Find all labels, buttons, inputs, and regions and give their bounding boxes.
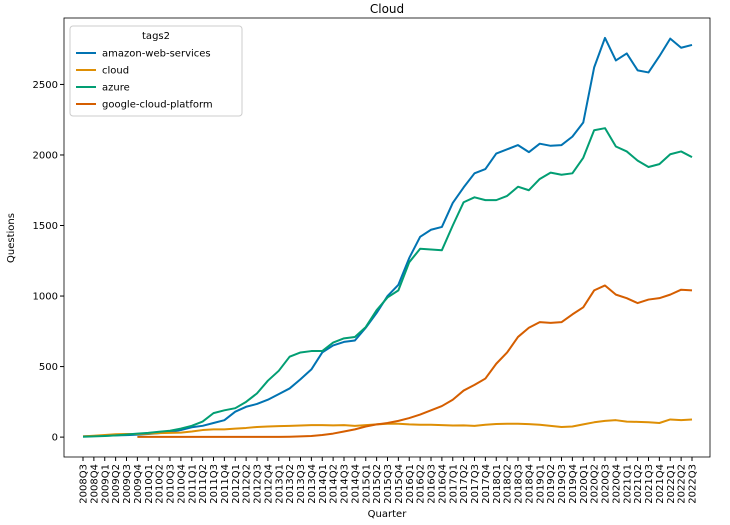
x-tick-label: 2012Q4	[263, 464, 274, 504]
y-tick-label: 500	[39, 362, 58, 373]
x-tick-label: 2017Q2	[459, 464, 470, 504]
x-tick-label: 2016Q1	[405, 464, 416, 504]
x-tick-label: 2017Q1	[448, 464, 459, 504]
x-tick-label: 2013Q1	[274, 464, 285, 504]
x-tick-label: 2016Q3	[427, 464, 438, 504]
x-tick-label: 2009Q1	[100, 464, 111, 504]
x-tick-label: 2020Q2	[590, 464, 601, 504]
x-tick-label: 2016Q2	[416, 464, 427, 504]
x-tick-label: 2017Q4	[481, 464, 492, 504]
x-tick-label: 2010Q4	[176, 464, 187, 504]
x-tick-label: 2021Q3	[644, 464, 655, 504]
y-tick-label: 0	[52, 433, 58, 444]
x-tick-label: 2009Q4	[133, 464, 144, 504]
x-tick-label: 2019Q4	[568, 464, 579, 504]
x-tick-label: 2015Q1	[361, 464, 372, 504]
x-tick-label: 2014Q3	[340, 464, 351, 504]
legend-title: tags2	[142, 31, 170, 42]
x-tick-label: 2011Q4	[220, 464, 231, 504]
x-tick-label: 2021Q1	[622, 464, 633, 504]
x-tick-label: 2020Q1	[579, 464, 590, 504]
x-tick-label: 2008Q3	[79, 464, 90, 504]
legend-label: cloud	[102, 66, 129, 77]
x-tick-label: 2015Q4	[394, 464, 405, 504]
x-tick-label: 2013Q4	[307, 464, 318, 504]
x-tick-label: 2019Q2	[546, 464, 557, 504]
x-tick-label: 2010Q3	[166, 464, 177, 504]
x-tick-label: 2011Q2	[198, 464, 209, 504]
series-line	[137, 284, 693, 438]
x-tick-label: 2009Q2	[111, 464, 122, 504]
legend-box	[69, 25, 243, 117]
x-tick-label: 2018Q4	[524, 464, 535, 504]
x-tick-label: 2011Q1	[187, 464, 198, 504]
chart-title: Cloud	[370, 2, 404, 16]
x-tick-label: 2011Q3	[209, 464, 220, 504]
x-tick-label: 2019Q3	[557, 464, 568, 504]
legend-label: google-cloud-platform	[102, 100, 213, 111]
plot-frame	[63, 17, 711, 458]
x-tick-label: 2014Q1	[318, 464, 329, 504]
x-tick-label: 2014Q2	[329, 464, 340, 504]
series-line	[82, 127, 693, 438]
x-tick-label: 2017Q3	[470, 464, 481, 504]
x-tick-label: 2019Q1	[535, 464, 546, 504]
x-tick-label: 2018Q1	[492, 464, 503, 504]
x-tick-label: 2021Q4	[655, 464, 666, 504]
x-tick-label: 2018Q3	[514, 464, 525, 504]
x-tick-label: 2012Q1	[231, 464, 242, 504]
x-tick-label: 2020Q3	[601, 464, 612, 504]
x-tick-label: 2016Q4	[437, 464, 448, 504]
legend-label: amazon-web-services	[102, 49, 211, 60]
y-tick-label: 2500	[33, 80, 58, 91]
x-tick-label: 2010Q1	[144, 464, 155, 504]
x-tick-label: 2022Q1	[666, 464, 677, 504]
y-tick-label: 1000	[33, 292, 58, 303]
x-tick-label: 2008Q4	[89, 464, 100, 504]
x-tick-label: 2015Q2	[372, 464, 383, 504]
x-tick-label: 2015Q3	[383, 464, 394, 504]
x-tick-label: 2012Q2	[242, 464, 253, 504]
x-tick-label: 2012Q3	[253, 464, 264, 504]
x-tick-label: 2013Q3	[296, 464, 307, 504]
x-tick-label: 2018Q2	[503, 464, 514, 504]
y-axis-label: Questions	[6, 213, 17, 263]
x-tick-label: 2020Q4	[611, 464, 622, 504]
x-tick-label: 2022Q3	[688, 464, 699, 504]
x-tick-label: 2009Q3	[122, 464, 133, 504]
x-tick-label: 2021Q2	[633, 464, 644, 504]
y-tick-label: 2000	[33, 150, 58, 161]
x-tick-label: 2014Q4	[350, 464, 361, 504]
legend-label: azure	[102, 83, 130, 94]
x-tick-label: 2013Q2	[285, 464, 296, 504]
x-tick-label: 2010Q2	[155, 464, 166, 504]
x-tick-label: 2022Q2	[677, 464, 688, 504]
x-axis-label: Quarter	[368, 509, 408, 520]
y-tick-label: 1500	[33, 221, 58, 232]
series-line	[82, 36, 693, 438]
